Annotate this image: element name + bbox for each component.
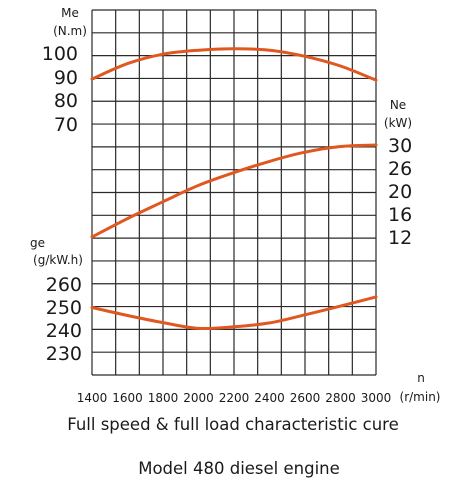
- x-tick-label: 2800: [325, 391, 356, 405]
- tick-label-ne: 26: [388, 158, 412, 180]
- chart-curves: [90, 47, 378, 331]
- x-tick-label: 2400: [254, 391, 285, 405]
- tick-label-me: 70: [54, 114, 78, 136]
- axis-label-ge: ge: [30, 236, 45, 250]
- tick-label-ge: 240: [46, 320, 82, 342]
- x-axis-unit: (r/min): [400, 390, 441, 404]
- x-tick-label: 2200: [219, 391, 250, 405]
- x-tick-label: 1800: [148, 391, 179, 405]
- tick-label-ne: 12: [388, 227, 412, 249]
- tick-label-ne: 20: [388, 181, 412, 203]
- axis-label-ne: Ne: [390, 98, 406, 112]
- tick-label-ge: 230: [46, 343, 82, 365]
- x-tick-label: 3000: [361, 391, 392, 405]
- chart-subcaption: Model 480 diesel engine: [138, 459, 340, 478]
- x-tick-label: 2600: [290, 391, 321, 405]
- axis-unit-ne: (kW): [384, 116, 412, 130]
- x-tick-label: 1600: [112, 391, 143, 405]
- axis-unit-me: (N.m): [53, 24, 87, 38]
- axis-label-me: Me: [61, 6, 79, 20]
- tick-label-ne: 16: [388, 204, 412, 226]
- x-axis-label: n: [417, 371, 425, 385]
- x-tick-label: 1400: [77, 391, 108, 405]
- chart-caption: Full speed & full load characteristic cu…: [67, 415, 399, 434]
- series-line-ge: [90, 295, 378, 331]
- tick-label-me: 80: [54, 90, 78, 112]
- tick-label-ne: 30: [388, 135, 412, 157]
- tick-label-ge: 250: [46, 297, 82, 319]
- x-tick-label: 2000: [183, 391, 214, 405]
- tick-label-me: 100: [42, 43, 78, 65]
- series-line-ne: [90, 143, 378, 239]
- axis-unit-ge: (g/kW.h): [33, 253, 83, 267]
- tick-label-me: 90: [54, 67, 78, 89]
- series-line-me: [90, 47, 378, 82]
- tick-label-ge: 260: [46, 274, 82, 296]
